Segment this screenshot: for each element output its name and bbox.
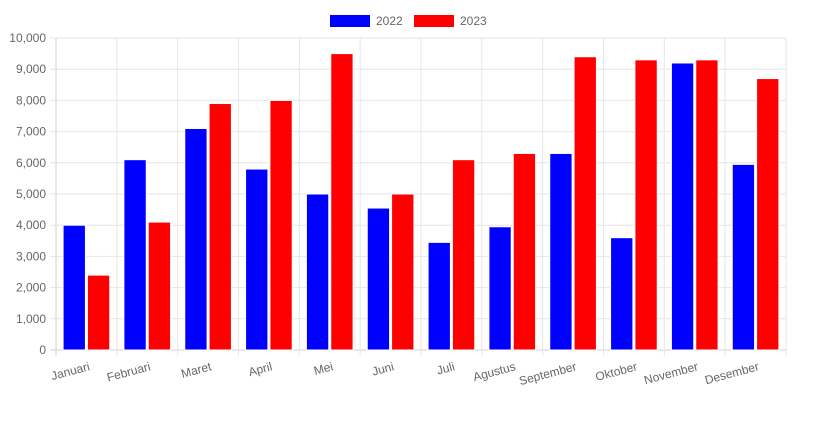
- x-tick-label: Januari: [50, 359, 92, 383]
- legend-swatch-2023[interactable]: [414, 15, 454, 27]
- x-axis: Januari Februari Maret April Mei Juni Juli Agus…: [50, 359, 761, 388]
- y-tick-label: 10,000: [9, 31, 46, 45]
- bar-2022-januari[interactable]: [62, 224, 86, 351]
- x-tick-label: Juni: [370, 359, 395, 378]
- y-tick-label: 0: [39, 343, 46, 357]
- legend-label-2023[interactable]: 2023: [460, 14, 487, 28]
- bar-2022-juli[interactable]: [427, 241, 451, 351]
- legend[interactable]: 2022 2023: [330, 14, 487, 28]
- y-tick-label: 9,000: [16, 62, 46, 76]
- x-tick-label: Maret: [180, 359, 214, 381]
- bar-2023-november[interactable]: [695, 59, 719, 351]
- bar-2023-desember[interactable]: [756, 78, 780, 351]
- x-tick-label: Desember: [703, 359, 760, 387]
- x-tick-label: Februari: [105, 359, 152, 384]
- x-tick-label: Mei: [312, 359, 334, 378]
- bar-2023-juli[interactable]: [451, 159, 476, 351]
- bar-2023-april[interactable]: [269, 99, 293, 351]
- bar-2023-oktober[interactable]: [634, 59, 658, 351]
- x-tick-label: Agustus: [472, 359, 518, 384]
- legend-label-2022[interactable]: 2022: [376, 14, 403, 28]
- bar-2022-desember[interactable]: [731, 163, 756, 351]
- bar-2022-maret[interactable]: [184, 127, 208, 351]
- bar-2023-agustus[interactable]: [512, 152, 537, 351]
- y-tick-label: 5,000: [16, 187, 46, 201]
- x-tick-label: November: [642, 359, 699, 387]
- y-tick-label: 8,000: [16, 93, 46, 107]
- bar-2022-agustus[interactable]: [488, 226, 512, 351]
- bar-2022-oktober[interactable]: [610, 237, 634, 351]
- x-tick-label: Juli: [435, 359, 456, 377]
- y-tick-label: 7,000: [16, 125, 46, 139]
- bar-2023-mei[interactable]: [330, 53, 354, 351]
- y-tick-label: 1,000: [16, 312, 46, 326]
- bar-2022-mei[interactable]: [305, 193, 330, 351]
- y-tick-label: 4,000: [16, 218, 46, 232]
- bar-2023-juni[interactable]: [391, 193, 415, 351]
- legend-swatch-2022[interactable]: [330, 15, 370, 27]
- bar-2022-november[interactable]: [670, 62, 695, 351]
- x-tick-label: September: [518, 359, 578, 388]
- x-tick-label: Oktober: [594, 359, 639, 384]
- bar-2022-april[interactable]: [245, 168, 269, 351]
- y-tick-label: 3,000: [16, 249, 46, 263]
- y-axis: 0 1,000 2,000 3,000 4,000 5,000 6,000 7,000 8,00…: [9, 31, 46, 357]
- bar-2023-maret[interactable]: [208, 103, 232, 351]
- bar-2023-september[interactable]: [573, 56, 597, 351]
- bars: [62, 53, 780, 351]
- bar-2023-januari[interactable]: [86, 274, 111, 351]
- x-tick-label: April: [247, 359, 274, 379]
- bar-2022-februari[interactable]: [123, 159, 147, 351]
- y-tick-label: 6,000: [16, 156, 46, 170]
- bar-2022-september[interactable]: [549, 152, 573, 351]
- bar-2023-februari[interactable]: [147, 221, 172, 351]
- bar-2022-juni[interactable]: [366, 207, 391, 351]
- gridlines: [50, 37, 787, 356]
- y-tick-label: 2,000: [16, 281, 46, 295]
